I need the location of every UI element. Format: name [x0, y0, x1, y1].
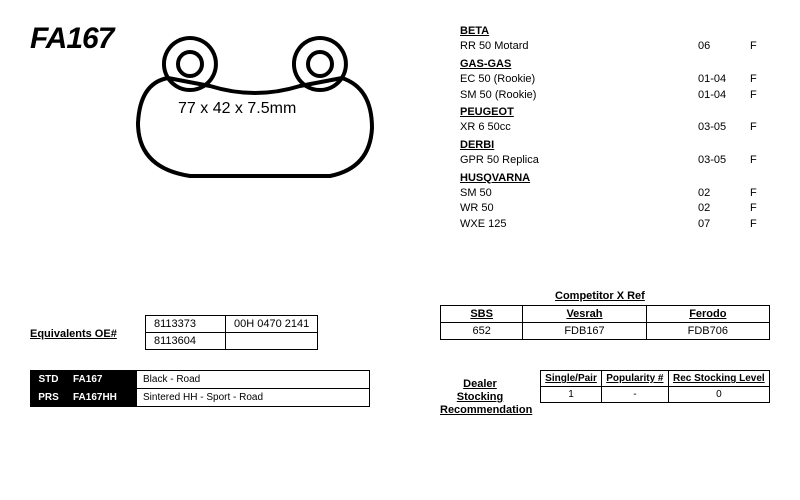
dealer-col: Single/Pair — [541, 371, 602, 387]
fitment-pos: F — [750, 39, 770, 54]
dealer-table: Single/Pair Popularity # Rec Stocking Le… — [540, 370, 770, 403]
variant-pn: FA167 — [67, 371, 137, 389]
fitment-model: WR 50 — [460, 201, 698, 216]
part-number: FA167 — [30, 22, 113, 56]
equiv-cell: 8113373 — [146, 316, 226, 333]
variant-table: STDFA167Black - Road PRSFA167HHSintered H… — [30, 370, 370, 407]
fitment-brand: BETA — [460, 24, 770, 39]
fitment-pos: F — [750, 88, 770, 103]
fitment-brand: PEUGEOT — [460, 105, 770, 120]
fitment-row: SM 5002F — [460, 186, 770, 201]
fitment-model: SM 50 (Rookie) — [460, 88, 698, 103]
dealer-col: Popularity # — [602, 371, 669, 387]
variant-code: PRS — [31, 389, 67, 407]
fitment-list: BETARR 50 Motard06FGAS-GASEC 50 (Rookie)… — [460, 22, 770, 232]
fitment-year: 06 — [698, 39, 750, 54]
fitment-pos: F — [750, 186, 770, 201]
variant-pn: FA167HH — [67, 389, 137, 407]
fitment-row: RR 50 Motard06F — [460, 39, 770, 54]
fitment-year: 01-04 — [698, 88, 750, 103]
xref-table: SBS Vesrah Ferodo 652 FDB167 FDB706 — [440, 305, 770, 340]
dealer-label: Dealer Stocking Recommendation — [440, 378, 520, 418]
dealer-val: - — [602, 387, 669, 403]
fitment-year: 01-04 — [698, 72, 750, 87]
xref-col: Ferodo — [646, 306, 769, 323]
fitment-row: WR 5002F — [460, 201, 770, 216]
equiv-cell — [226, 333, 318, 350]
xref-val: FDB167 — [523, 323, 646, 340]
fitment-pos: F — [750, 153, 770, 168]
fitment-row: EC 50 (Rookie)01-04F — [460, 72, 770, 87]
fitment-model: RR 50 Motard — [460, 39, 698, 54]
equivalents-label: Equivalents OE# — [30, 328, 117, 340]
equivalents-table: 811337300H 0470 21418113604 — [145, 315, 318, 350]
fitment-row: GPR 50 Replica03-05F — [460, 153, 770, 168]
fitment-pos: F — [750, 201, 770, 216]
fitment-model: GPR 50 Replica — [460, 153, 698, 168]
fitment-year: 02 — [698, 201, 750, 216]
fitment-brand: HUSQVARNA — [460, 171, 770, 186]
variant-code: STD — [31, 371, 67, 389]
equiv-cell: 8113604 — [146, 333, 226, 350]
dealer-col: Rec Stocking Level — [668, 371, 769, 387]
xref-col: Vesrah — [523, 306, 646, 323]
fitment-model: EC 50 (Rookie) — [460, 72, 698, 87]
fitment-year: 07 — [698, 217, 750, 232]
fitment-year: 03-05 — [698, 153, 750, 168]
fitment-model: SM 50 — [460, 186, 698, 201]
fitment-year: 02 — [698, 186, 750, 201]
fitment-brand: GAS-GAS — [460, 57, 770, 72]
equiv-cell: 00H 0470 2141 — [226, 316, 318, 333]
xref-val: 652 — [441, 323, 523, 340]
variant-desc: Sintered HH - Sport - Road — [137, 389, 370, 407]
xref-col: SBS — [441, 306, 523, 323]
fitment-row: SM 50 (Rookie)01-04F — [460, 88, 770, 103]
dealer-val: 0 — [668, 387, 769, 403]
fitment-brand: DERBI — [460, 138, 770, 153]
fitment-pos: F — [750, 120, 770, 135]
fitment-year: 03-05 — [698, 120, 750, 135]
fitment-row: WXE 12507F — [460, 217, 770, 232]
xref-title: Competitor X Ref — [555, 290, 645, 302]
fitment-model: XR 6 50cc — [460, 120, 698, 135]
fitment-model: WXE 125 — [460, 217, 698, 232]
dealer-val: 1 — [541, 387, 602, 403]
xref-val: FDB706 — [646, 323, 769, 340]
fitment-pos: F — [750, 217, 770, 232]
dimensions-label: 77 x 42 x 7.5mm — [178, 100, 296, 118]
fitment-pos: F — [750, 72, 770, 87]
variant-desc: Black - Road — [137, 371, 370, 389]
fitment-row: XR 6 50cc03-05F — [460, 120, 770, 135]
